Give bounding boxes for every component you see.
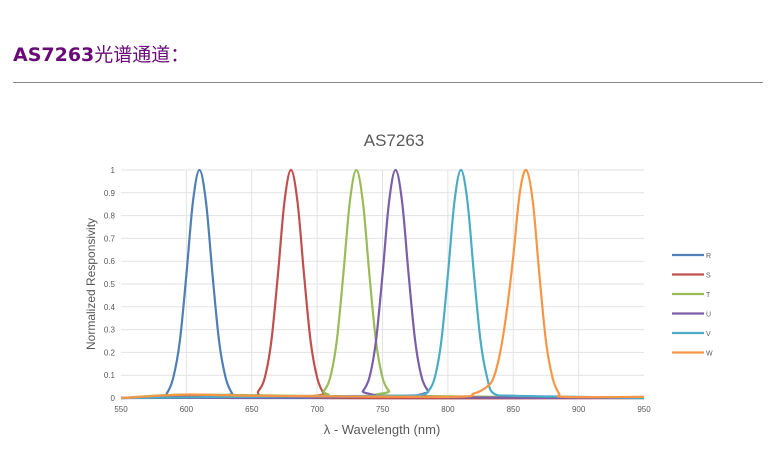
y-tick-label: 0.8	[104, 212, 116, 221]
heading-model: AS7263	[13, 44, 95, 66]
y-tick-label: 0.1	[104, 371, 116, 380]
x-tick-label: 950	[637, 405, 651, 414]
x-tick-label: 900	[572, 405, 586, 414]
series-line-W	[120, 168, 645, 400]
y-tick-label: 0.6	[104, 257, 116, 266]
legend-label-R: R	[706, 253, 711, 260]
y-tick-label: 0.7	[104, 234, 116, 243]
x-tick-label: 700	[310, 405, 324, 414]
x-tick-label: 550	[114, 405, 128, 414]
x-tick-label: 800	[441, 405, 455, 414]
x-axis-label: λ - Wavelength (nm)	[324, 422, 441, 437]
legend-label-W: W	[706, 351, 713, 358]
x-tick-label: 650	[245, 405, 259, 414]
y-tick-label: 0.9	[104, 189, 116, 198]
x-tick-label: 600	[180, 405, 194, 414]
y-tick-label: 0.4	[104, 303, 116, 312]
y-tick-label: 0	[111, 394, 116, 403]
legend-label-U: U	[706, 312, 711, 319]
heading-text: 光谱通道：	[94, 44, 190, 66]
legend-label-S: S	[706, 273, 711, 280]
x-tick-label: 750	[376, 405, 390, 414]
y-tick-label: 0.3	[104, 326, 116, 335]
divider	[13, 82, 763, 83]
series-line-V	[120, 168, 645, 400]
y-tick-label: 0.2	[104, 348, 116, 357]
y-tick-label: 1	[111, 166, 116, 175]
y-tick-label: 0.5	[104, 280, 116, 289]
legend-label-T: T	[706, 292, 711, 299]
y-axis-label: Normalized Responsivity	[84, 218, 98, 350]
legend-label-V: V	[706, 331, 711, 338]
series-line-T	[120, 168, 645, 400]
section-heading: AS7263光谱通道：	[13, 40, 189, 67]
x-tick-label: 850	[507, 405, 521, 414]
chart-title: AS7263	[364, 131, 425, 150]
